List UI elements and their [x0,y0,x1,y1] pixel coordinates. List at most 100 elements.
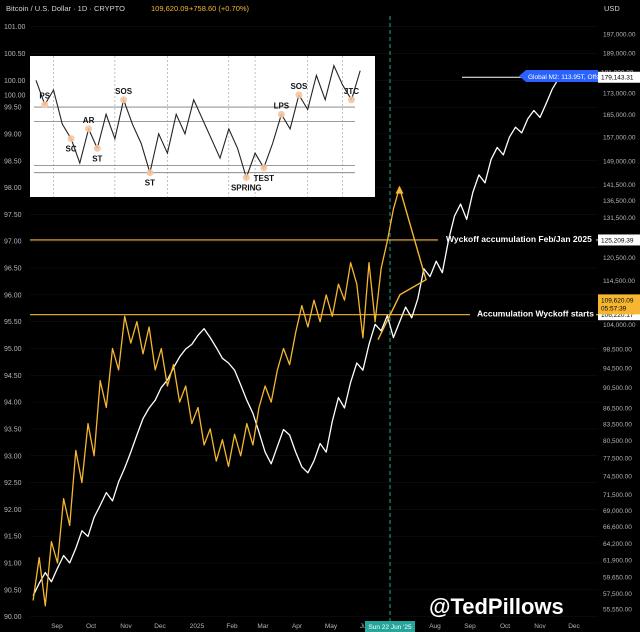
inset-event-marker [93,144,101,152]
wyckoff-feb-jan-label: Wyckoff accumulation Feb/Jan 2025 [446,234,592,244]
left-tick-label: 95.00 [4,346,22,353]
right-tick-label: 120,500.00 [603,255,636,262]
left-tick-label: 93.00 [4,453,22,460]
right-tick-label: 69,000.00 [603,508,632,515]
inset-event-marker [41,101,49,109]
x-axis: SepOctNovDec2025FebMarAprMayJunAugSepOct… [51,621,581,632]
inset-event-marker [295,91,303,99]
m2-tag-bg [519,70,598,82]
left-tick-label: 96.00 [4,292,22,299]
inset-event-label: TEST [254,174,275,183]
inset-event-marker [120,96,128,104]
left-tick-label: 92.50 [4,480,22,487]
right-tick-label: 64,200.00 [603,541,632,548]
projection-arrowhead [395,185,404,194]
inset-event-marker [260,164,268,172]
x-tick-label: May [325,623,338,630]
header-price: 109,620.09 [151,4,189,13]
left-tick-label: 96.50 [4,266,22,273]
inset-event-label: AR [83,116,95,125]
right-tick-label: 83,500.00 [603,422,632,429]
left-tick-label: 93.50 [4,426,22,433]
inset-event-marker [85,125,93,133]
left-axis: 101.00 100.50 100.00 99.50 99.00 98.50 98.00 97… [4,24,26,621]
annotation-bg [438,231,596,244]
left-tick-label: 101.00 [4,24,26,31]
inset-event-label: JTC [344,87,359,96]
left-tick-label: 99.50 [4,105,22,112]
right-tick-label: 57,500.00 [603,591,632,598]
inset-event-label: SOS [290,82,308,91]
header-change: +758.60 (+0.70%) [189,4,250,13]
inset-price-path [35,64,361,180]
horizontal-levels: Wyckoff accumulation Feb/Jan 2025 Accumul… [30,76,598,319]
price-tag: 109,620.09 [601,297,634,304]
left-tick-label: 98.00 [4,185,22,192]
left-tick-label: 99.00 [4,131,22,138]
author-watermark: @TedPillows [429,594,564,619]
inset-event-label: SPRING [231,184,262,193]
right-axis: 197,000.00189,000.00181,000.00173,000.00… [603,32,636,614]
right-tick-label: 94,500.00 [603,365,632,372]
left-tick-label: 100.50 [4,51,26,58]
right-tick-label: 189,000.00 [603,50,636,57]
x-tick-label: Oct [86,623,96,630]
left-tick-label: 94.50 [4,373,22,380]
x-tick-label: Sep [51,623,63,630]
symbol-title: Bitcoin / U.S. Dollar · 1D · CRYPTO [6,4,125,13]
left-tick-label: 94.00 [4,400,22,407]
x-tick-label: Nov [534,623,546,630]
feb-jan-tag: 125,209.39 [601,237,634,244]
x-tick-label: Dec [568,623,580,630]
x-tick-label: Oct [500,623,510,630]
right-tick-label: 157,000.00 [603,135,636,142]
inset-event-marker [347,96,355,104]
inset-event-label: LPS [274,101,290,110]
left-tick-label: 90.50 [4,587,22,594]
inset-event-label: PS [39,92,50,101]
currency-label: USD [604,4,620,13]
inset-event-marker [242,174,250,182]
right-tick-label: 66,600.00 [603,524,632,531]
high-tag-bg [598,71,640,83]
accumulation-tag: 106,220.17 [601,312,634,319]
accumulation-start-label: Accumulation Wyckoff starts [477,309,594,319]
x-tick-label: Nov [120,623,132,630]
left-tick-label: 97.00 [4,239,22,246]
x-tick-label: Sep [464,623,476,630]
inset-event-label: SOS [115,87,133,96]
right-tick-label: 80,500.00 [603,438,632,445]
left-tick-label: 91.00 [4,561,22,568]
left-tick-label: 100.00 [4,78,26,85]
series-layer [32,78,559,607]
x-tick-label: Dec [154,623,166,630]
right-tick-label: 131,500.00 [603,215,636,222]
date-label-bg [365,621,415,632]
right-tick-label: 90,500.00 [603,385,632,392]
left-tick-label: 98.50 [4,158,22,165]
m2-tag-label: Global M2: 113.95T, Offs [528,74,600,81]
right-tick-label: 98,500.00 [603,346,632,353]
right-tick-label: 165,000.00 [603,112,636,119]
date-label: Sun 22 Jun '25 [368,624,412,631]
projection-path [377,187,427,340]
right-tick-label: 59,650.00 [603,574,632,581]
inset-panel [30,56,375,197]
m2-series-line [32,187,401,607]
right-tick-label: 77,500.00 [603,455,632,462]
x-tick-label: 2025 [190,623,205,630]
inset-event-marker [146,169,154,177]
left-tick-label: 91.50 [4,534,22,541]
inset-event-label: SC [65,145,76,154]
right-tick-label: 61,900.00 [603,557,632,564]
x-tick-label: Feb [226,623,238,630]
x-tick-label: Mar [257,623,269,630]
x-tick-label: Aug [429,623,441,630]
right-tick-label: 197,000.00 [603,32,636,39]
countdown-tag: 05:57:39 [601,305,627,312]
price-tag-bg [598,294,640,315]
inset-event-marker [277,110,285,118]
